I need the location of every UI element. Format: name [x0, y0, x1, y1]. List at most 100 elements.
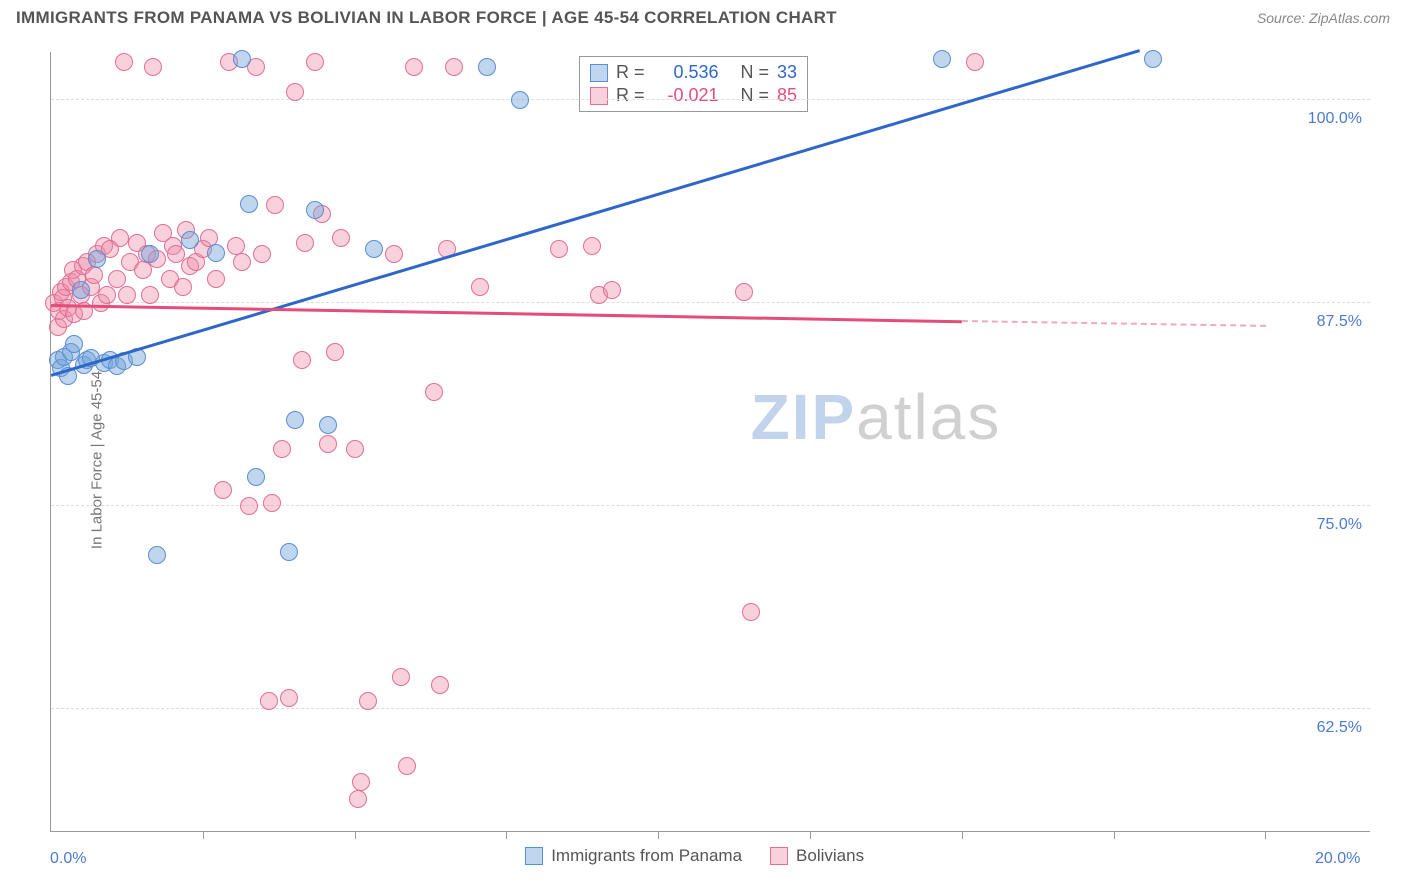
panama-point — [511, 91, 529, 109]
bolivian-point — [352, 773, 370, 791]
y-tick-label: 75.0% — [1317, 516, 1362, 534]
n-label: N = — [741, 62, 770, 83]
x-tick — [203, 831, 204, 839]
panama-point — [478, 58, 496, 76]
panama-point — [148, 546, 166, 564]
correlation-legend: R = 0.536 N = 33 R = -0.021 N = 85 — [579, 56, 808, 112]
bolivian-point — [263, 494, 281, 512]
watermark-zip: ZIP — [751, 381, 857, 453]
r-value: 0.536 — [653, 62, 719, 83]
panama-point — [207, 244, 225, 262]
panama-point — [933, 50, 951, 68]
bolivian-point — [306, 53, 324, 71]
panama-point — [233, 50, 251, 68]
bolivian-point — [392, 668, 410, 686]
panama-point — [88, 250, 106, 268]
bolivian-point — [118, 286, 136, 304]
bolivian-point — [326, 343, 344, 361]
bolivian-point — [471, 278, 489, 296]
bolivian-point — [240, 497, 258, 515]
bolivian-point — [349, 790, 367, 808]
bolivian-point — [445, 58, 463, 76]
x-tick — [1114, 831, 1115, 839]
bolivian-point — [174, 278, 192, 296]
bolivian-point — [735, 283, 753, 301]
r-label: R = — [616, 62, 645, 83]
bolivian-point — [405, 58, 423, 76]
plot-region: ZIPatlas R =0.536N =33R =-0.021N =85 62.… — [50, 52, 1370, 832]
x-tick — [962, 831, 963, 839]
panama-point — [72, 281, 90, 299]
panama-point — [1144, 50, 1162, 68]
legend-item: Bolivians — [770, 846, 864, 866]
legend-label: Bolivians — [796, 846, 864, 866]
x-tick — [1265, 831, 1266, 839]
bolivian-point — [273, 440, 291, 458]
bolivian-point — [108, 270, 126, 288]
gridline — [51, 708, 1370, 709]
legend-swatch — [525, 847, 543, 865]
chart-area: In Labor Force | Age 45-54 ZIPatlas R =0… — [0, 32, 1406, 887]
x-tick — [355, 831, 356, 839]
gridline — [51, 99, 1370, 100]
x-tick — [506, 831, 507, 839]
bolivian-point — [85, 266, 103, 284]
panama-point — [65, 335, 83, 353]
bolivian-point — [966, 53, 984, 71]
bolivian-point — [111, 229, 129, 247]
chart-title: IMMIGRANTS FROM PANAMA VS BOLIVIAN IN LA… — [16, 8, 837, 28]
bolivian-point — [583, 237, 601, 255]
bolivian-point — [253, 245, 271, 263]
panama-point — [181, 231, 199, 249]
x-tick — [658, 831, 659, 839]
bolivian-point — [346, 440, 364, 458]
bolivian-trendline-dash — [962, 320, 1266, 327]
chart-source: Source: ZipAtlas.com — [1257, 10, 1390, 26]
x-axis-min-label: 0.0% — [50, 850, 86, 868]
bolivian-point — [214, 481, 232, 499]
panama-point — [240, 195, 258, 213]
bolivian-point — [233, 253, 251, 271]
bolivian-trendline — [51, 304, 962, 323]
bolivian-point — [332, 229, 350, 247]
legend-swatch — [770, 847, 788, 865]
legend-swatch — [590, 64, 608, 82]
n-label: N = — [741, 85, 770, 106]
y-tick-label: 62.5% — [1317, 719, 1362, 737]
bolivian-point — [603, 281, 621, 299]
panama-point — [365, 240, 383, 258]
panama-point — [280, 543, 298, 561]
bolivian-point — [266, 196, 284, 214]
bolivian-point — [144, 58, 162, 76]
panama-point — [319, 416, 337, 434]
x-axis-max-label: 20.0% — [1315, 850, 1360, 868]
bolivian-point — [398, 757, 416, 775]
x-tick — [810, 831, 811, 839]
bolivian-point — [431, 676, 449, 694]
bolivian-point — [141, 286, 159, 304]
bolivian-point — [319, 435, 337, 453]
bolivian-point — [207, 270, 225, 288]
bolivian-point — [115, 53, 133, 71]
bolivian-point — [293, 351, 311, 369]
chart-header: IMMIGRANTS FROM PANAMA VS BOLIVIAN IN LA… — [0, 0, 1406, 32]
y-tick-label: 100.0% — [1308, 110, 1362, 128]
r-value: -0.021 — [653, 85, 719, 106]
bolivian-point — [425, 383, 443, 401]
bolivian-point — [98, 286, 116, 304]
panama-point — [306, 201, 324, 219]
bolivian-point — [260, 692, 278, 710]
bolivian-point — [385, 245, 403, 263]
y-tick-label: 87.5% — [1317, 313, 1362, 331]
series-legend: Immigrants from Panama Bolivians — [525, 846, 864, 866]
n-value: 33 — [777, 62, 797, 83]
legend-label: Immigrants from Panama — [551, 846, 742, 866]
n-value: 85 — [777, 85, 797, 106]
bolivian-point — [286, 83, 304, 101]
r-label: R = — [616, 85, 645, 106]
legend-item: Immigrants from Panama — [525, 846, 742, 866]
bolivian-point — [359, 692, 377, 710]
panama-point — [141, 245, 159, 263]
panama-point — [286, 411, 304, 429]
legend-row: R = 0.536 N = 33 — [590, 61, 797, 84]
